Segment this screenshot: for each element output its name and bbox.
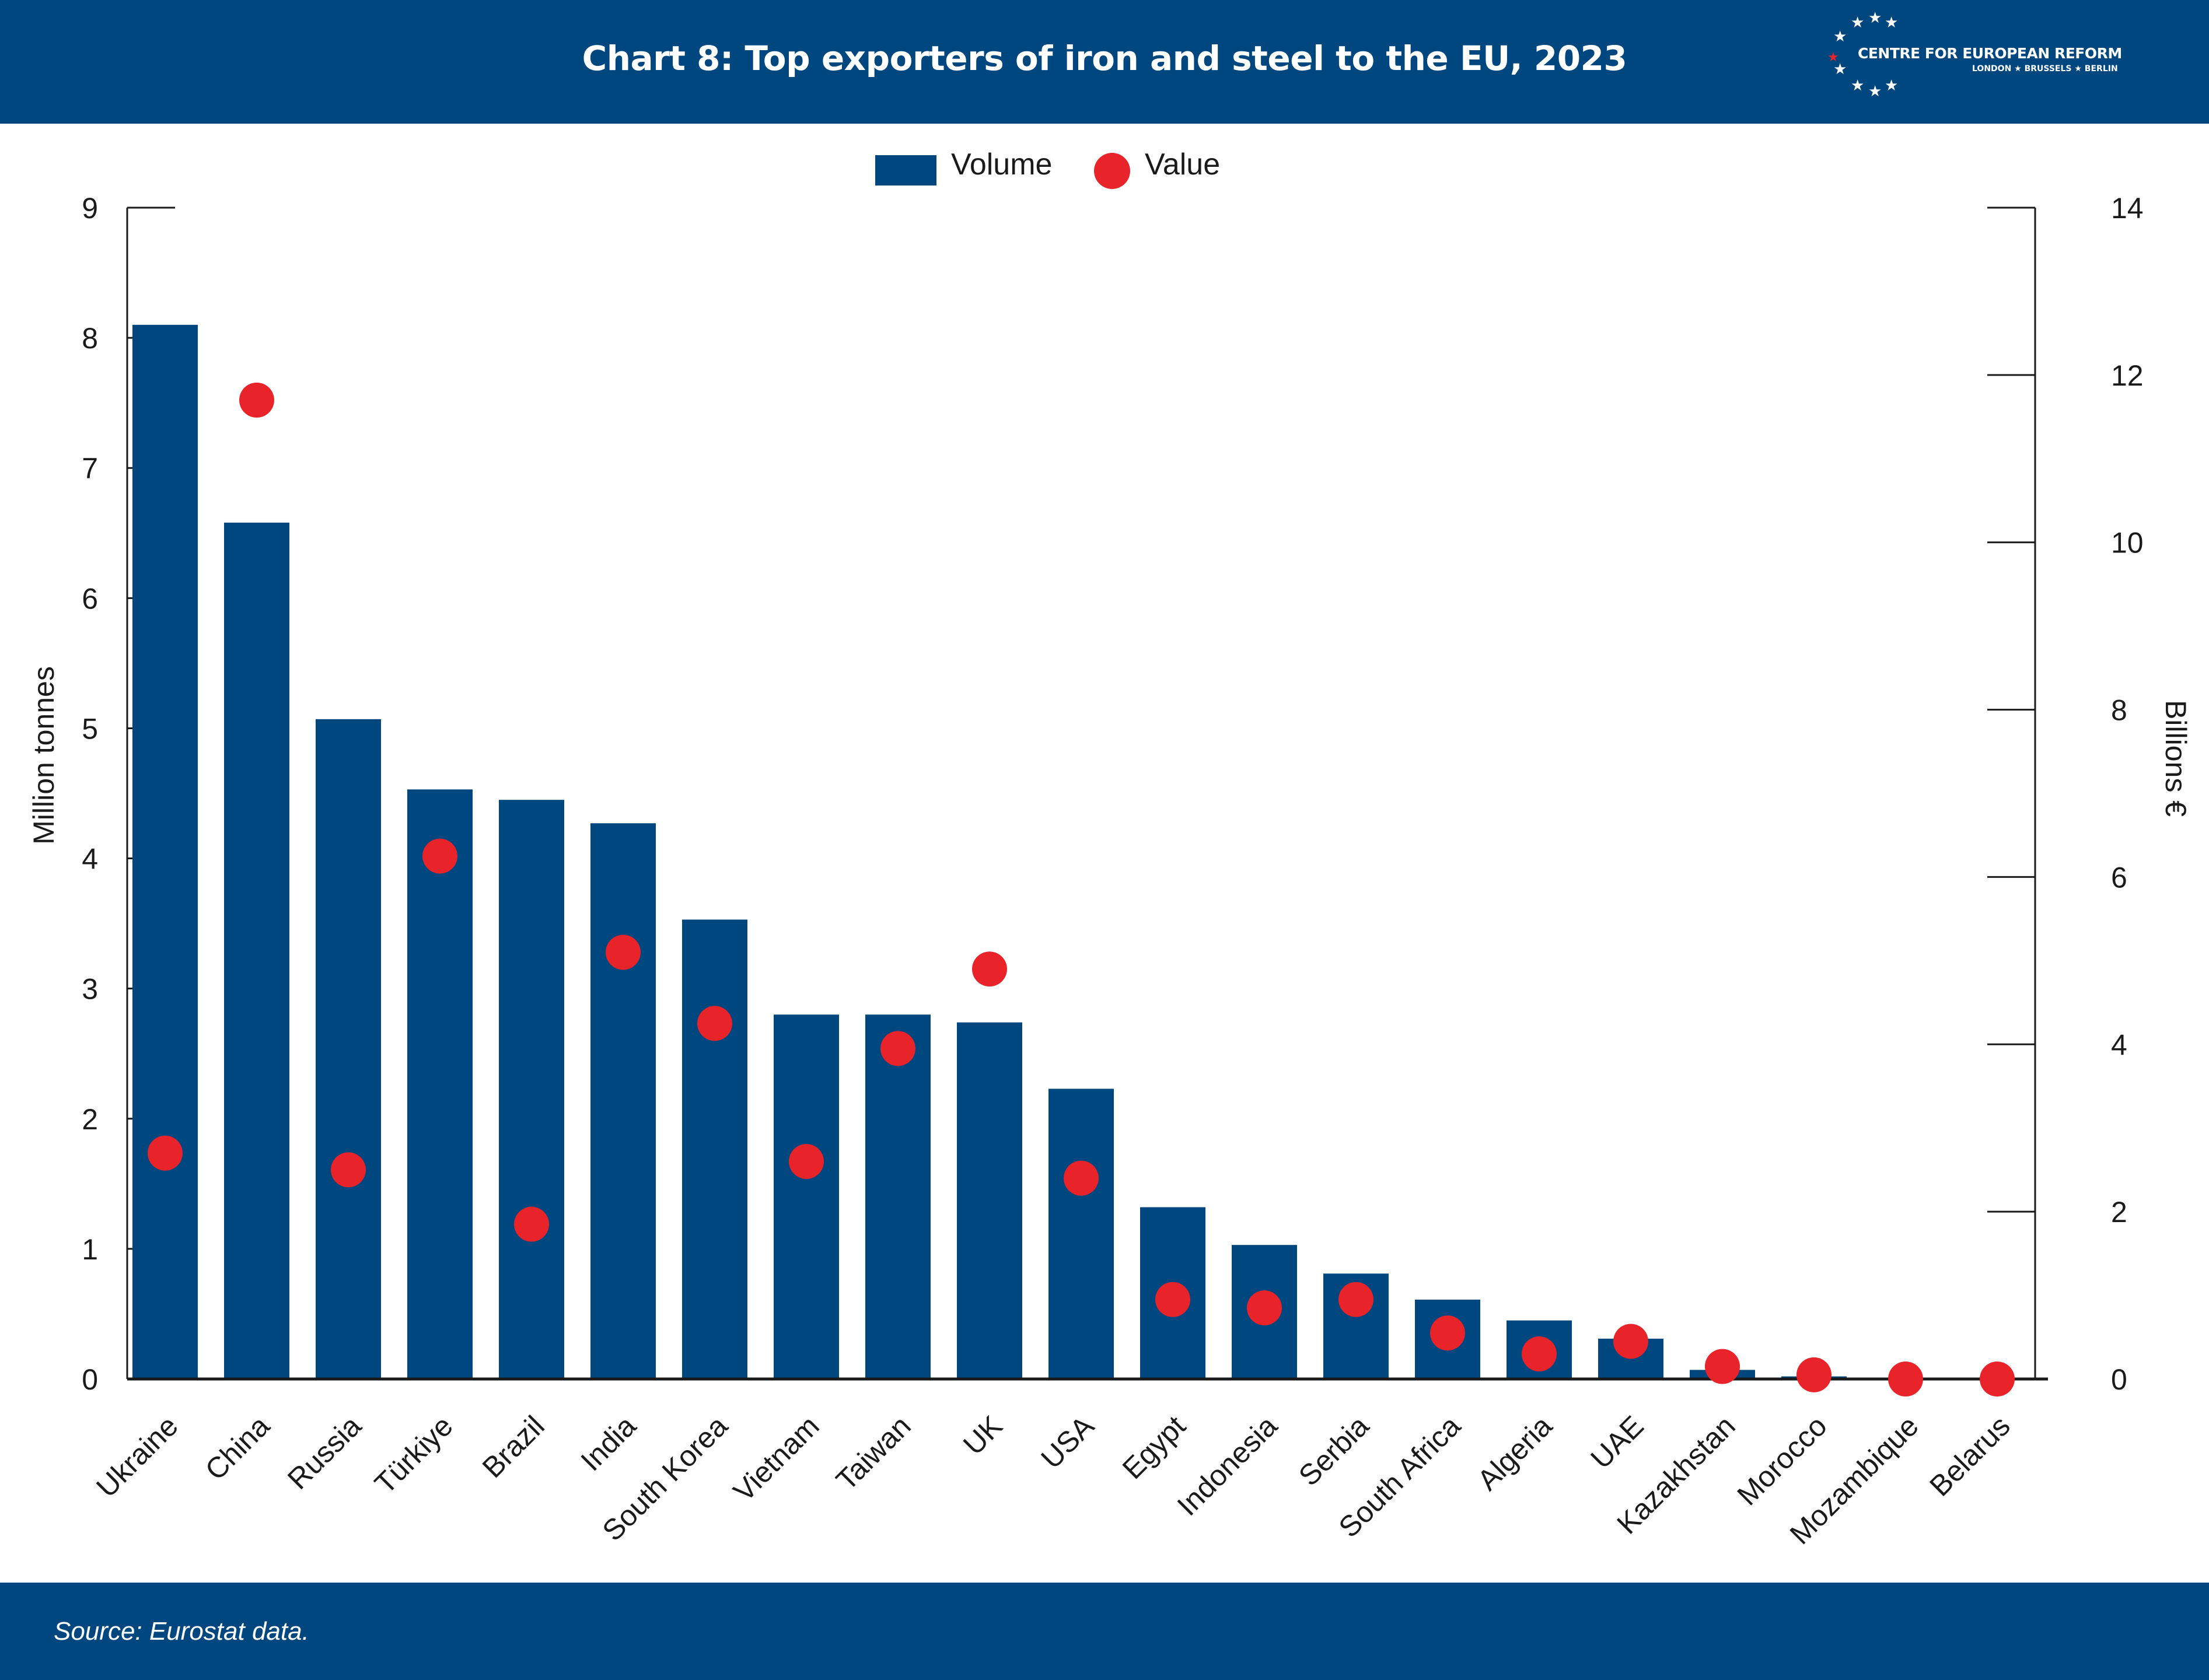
dot-value xyxy=(514,1206,549,1242)
right-axis-tick-label: 6 xyxy=(2111,861,2127,894)
right-axis-tick-label: 8 xyxy=(2111,694,2127,727)
dot-value xyxy=(1247,1290,1282,1326)
right-axis-tick-label: 12 xyxy=(2111,359,2144,392)
dot-value xyxy=(606,935,641,970)
category-label: Brazil xyxy=(476,1409,551,1484)
dot-value xyxy=(1522,1336,1557,1371)
category-label: China xyxy=(199,1409,276,1486)
dot-value xyxy=(1064,1160,1099,1196)
left-axis-tick-label: 3 xyxy=(82,973,98,1006)
bar-volume xyxy=(407,789,473,1379)
left-axis-tick-label: 6 xyxy=(82,582,98,615)
left-axis-tick-label: 7 xyxy=(82,452,98,485)
right-axis-title: Billions € xyxy=(2159,700,2192,817)
legend-volume-swatch xyxy=(875,155,936,186)
dot-value xyxy=(331,1152,366,1188)
dot-value xyxy=(239,382,274,418)
legend-value-swatch xyxy=(1094,153,1130,189)
svg-text:★: ★ xyxy=(1833,61,1847,78)
right-axis-tick-label: 10 xyxy=(2111,527,2144,559)
logo-cities: LONDON ★ BRUSSELS ★ BERLIN xyxy=(1972,64,2118,74)
category-label: Russia xyxy=(281,1409,368,1496)
right-axis-tick-label: 2 xyxy=(2111,1196,2127,1228)
category-label: Ukraine xyxy=(90,1409,184,1503)
left-axis-tick-label: 8 xyxy=(82,322,98,355)
left-axis-title: Million tonnes xyxy=(27,666,60,845)
category-label: UAE xyxy=(1584,1409,1649,1475)
category-label: Algeria xyxy=(1471,1409,1558,1497)
category-label: UK xyxy=(957,1409,1009,1461)
bar-volume xyxy=(957,1022,1022,1379)
dot-value xyxy=(1980,1362,2015,1396)
dot-value xyxy=(1613,1324,1648,1359)
bar-volume xyxy=(774,1014,839,1379)
category-label: Belarus xyxy=(1923,1409,2016,1502)
svg-text:★: ★ xyxy=(1868,9,1882,27)
dot-value xyxy=(972,951,1007,987)
cer-logo: ★ ★ ★ ★ ★ ★ ★ ★ ★ CENTRE FOR EUROPEAN REFORM … xyxy=(1826,9,2200,102)
dot-value xyxy=(422,838,457,874)
dot-value xyxy=(1888,1362,1923,1396)
dot-value xyxy=(880,1031,915,1066)
svg-text:★: ★ xyxy=(1851,77,1864,94)
left-axis-tick-label: 4 xyxy=(82,843,98,876)
svg-text:★: ★ xyxy=(1885,77,1898,94)
footer-bar xyxy=(0,1583,2209,1680)
left-axis-tick-label: 0 xyxy=(82,1363,98,1396)
left-axis-tick-label: 2 xyxy=(82,1103,98,1136)
category-label: Egypt xyxy=(1116,1409,1192,1485)
svg-text:★: ★ xyxy=(1868,83,1882,100)
logo-name: CENTRE FOR EUROPEAN REFORM xyxy=(1858,45,2122,62)
svg-text:★: ★ xyxy=(1827,50,1839,65)
bar-volume xyxy=(499,800,564,1379)
left-axis-tick-label: 1 xyxy=(82,1233,98,1266)
bar-volume xyxy=(1048,1088,1114,1379)
dot-value xyxy=(1796,1357,1831,1392)
right-axis-tick-label: 14 xyxy=(2111,192,2144,225)
svg-text:★: ★ xyxy=(1833,28,1847,46)
dot-value xyxy=(1430,1315,1465,1351)
category-label: Serbia xyxy=(1292,1409,1375,1492)
category-label: Vietnam xyxy=(727,1409,826,1508)
category-label: USA xyxy=(1034,1409,1100,1475)
legend-volume-label: Volume xyxy=(951,148,1053,181)
category-label: Türkiye xyxy=(368,1409,459,1500)
left-axis-tick-label: 5 xyxy=(82,712,98,745)
bar-volume xyxy=(590,823,656,1379)
right-axis-tick-label: 4 xyxy=(2111,1028,2127,1061)
bar-volume xyxy=(316,719,381,1379)
bar-volume xyxy=(132,324,198,1379)
eu-stars-icon: ★ ★ ★ ★★ ★ ★ ★ ★ xyxy=(1827,9,1898,100)
header-bar xyxy=(0,0,2209,124)
dot-value xyxy=(697,1006,732,1041)
dot-value xyxy=(1155,1282,1190,1317)
legend-value-label: Value xyxy=(1145,148,1221,181)
category-label: Taiwan xyxy=(830,1409,917,1497)
bar-volume xyxy=(865,1014,931,1379)
right-axis-tick-label: 0 xyxy=(2111,1363,2127,1396)
dot-value xyxy=(789,1144,824,1180)
category-label: India xyxy=(575,1409,642,1477)
dot-value xyxy=(148,1135,183,1171)
svg-text:★: ★ xyxy=(1851,14,1864,32)
left-axis-tick-label: 9 xyxy=(82,192,98,225)
chart-title: Chart 8: Top exporters of iron and steel… xyxy=(582,38,1627,78)
category-label: Indonesia xyxy=(1171,1409,1284,1522)
dot-value xyxy=(1338,1282,1373,1317)
source-note: Source: Eurostat data. xyxy=(54,1617,309,1646)
dot-value xyxy=(1705,1349,1740,1384)
svg-text:★: ★ xyxy=(1885,14,1898,32)
bar-volume xyxy=(682,919,747,1379)
bar-volume xyxy=(224,522,289,1379)
